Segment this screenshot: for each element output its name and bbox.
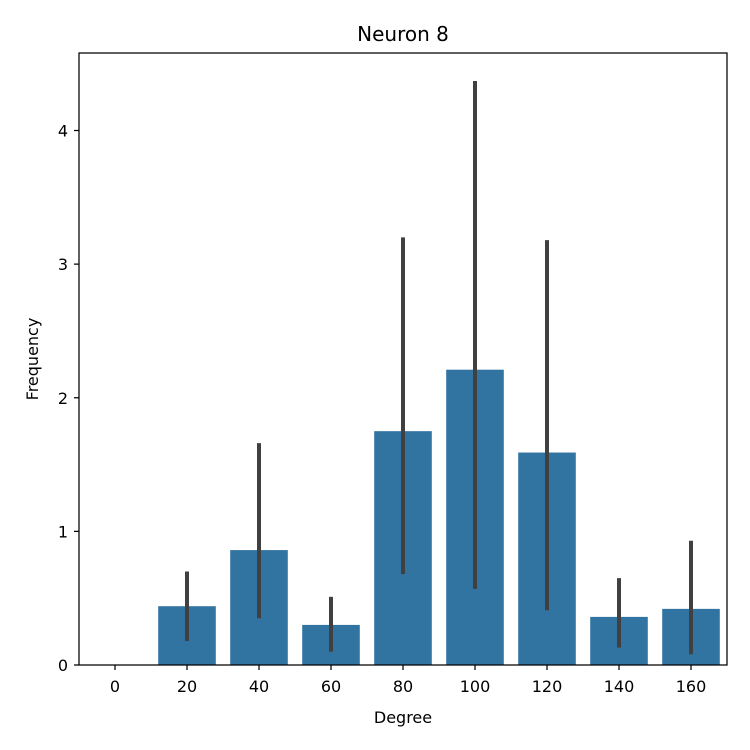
x-tick-label-0: 0 (110, 677, 120, 696)
y-axis-label: Frequency (23, 318, 42, 401)
x-axis-ticks: 0 20 40 60 80 100 120 140 160 (110, 665, 706, 696)
x-tick-label-40: 40 (249, 677, 269, 696)
bars-layer (158, 369, 720, 665)
error-bars-layer (185, 81, 693, 655)
y-tick-label-2: 2 (58, 389, 68, 408)
y-tick-label-4: 4 (58, 122, 68, 141)
chart-title: Neuron 8 (357, 22, 449, 46)
x-tick-label-100: 100 (460, 677, 491, 696)
y-tick-label-0: 0 (58, 656, 68, 675)
x-tick-label-140: 140 (604, 677, 635, 696)
x-tick-label-120: 120 (532, 677, 563, 696)
x-tick-label-20: 20 (177, 677, 197, 696)
x-tick-label-80: 80 (393, 677, 413, 696)
y-tick-label-1: 1 (58, 522, 68, 541)
x-tick-label-160: 160 (676, 677, 707, 696)
x-axis-label: Degree (374, 708, 432, 727)
y-tick-label-3: 3 (58, 255, 68, 274)
x-tick-label-60: 60 (321, 677, 341, 696)
y-axis-ticks: 0 1 2 3 4 (58, 122, 79, 675)
